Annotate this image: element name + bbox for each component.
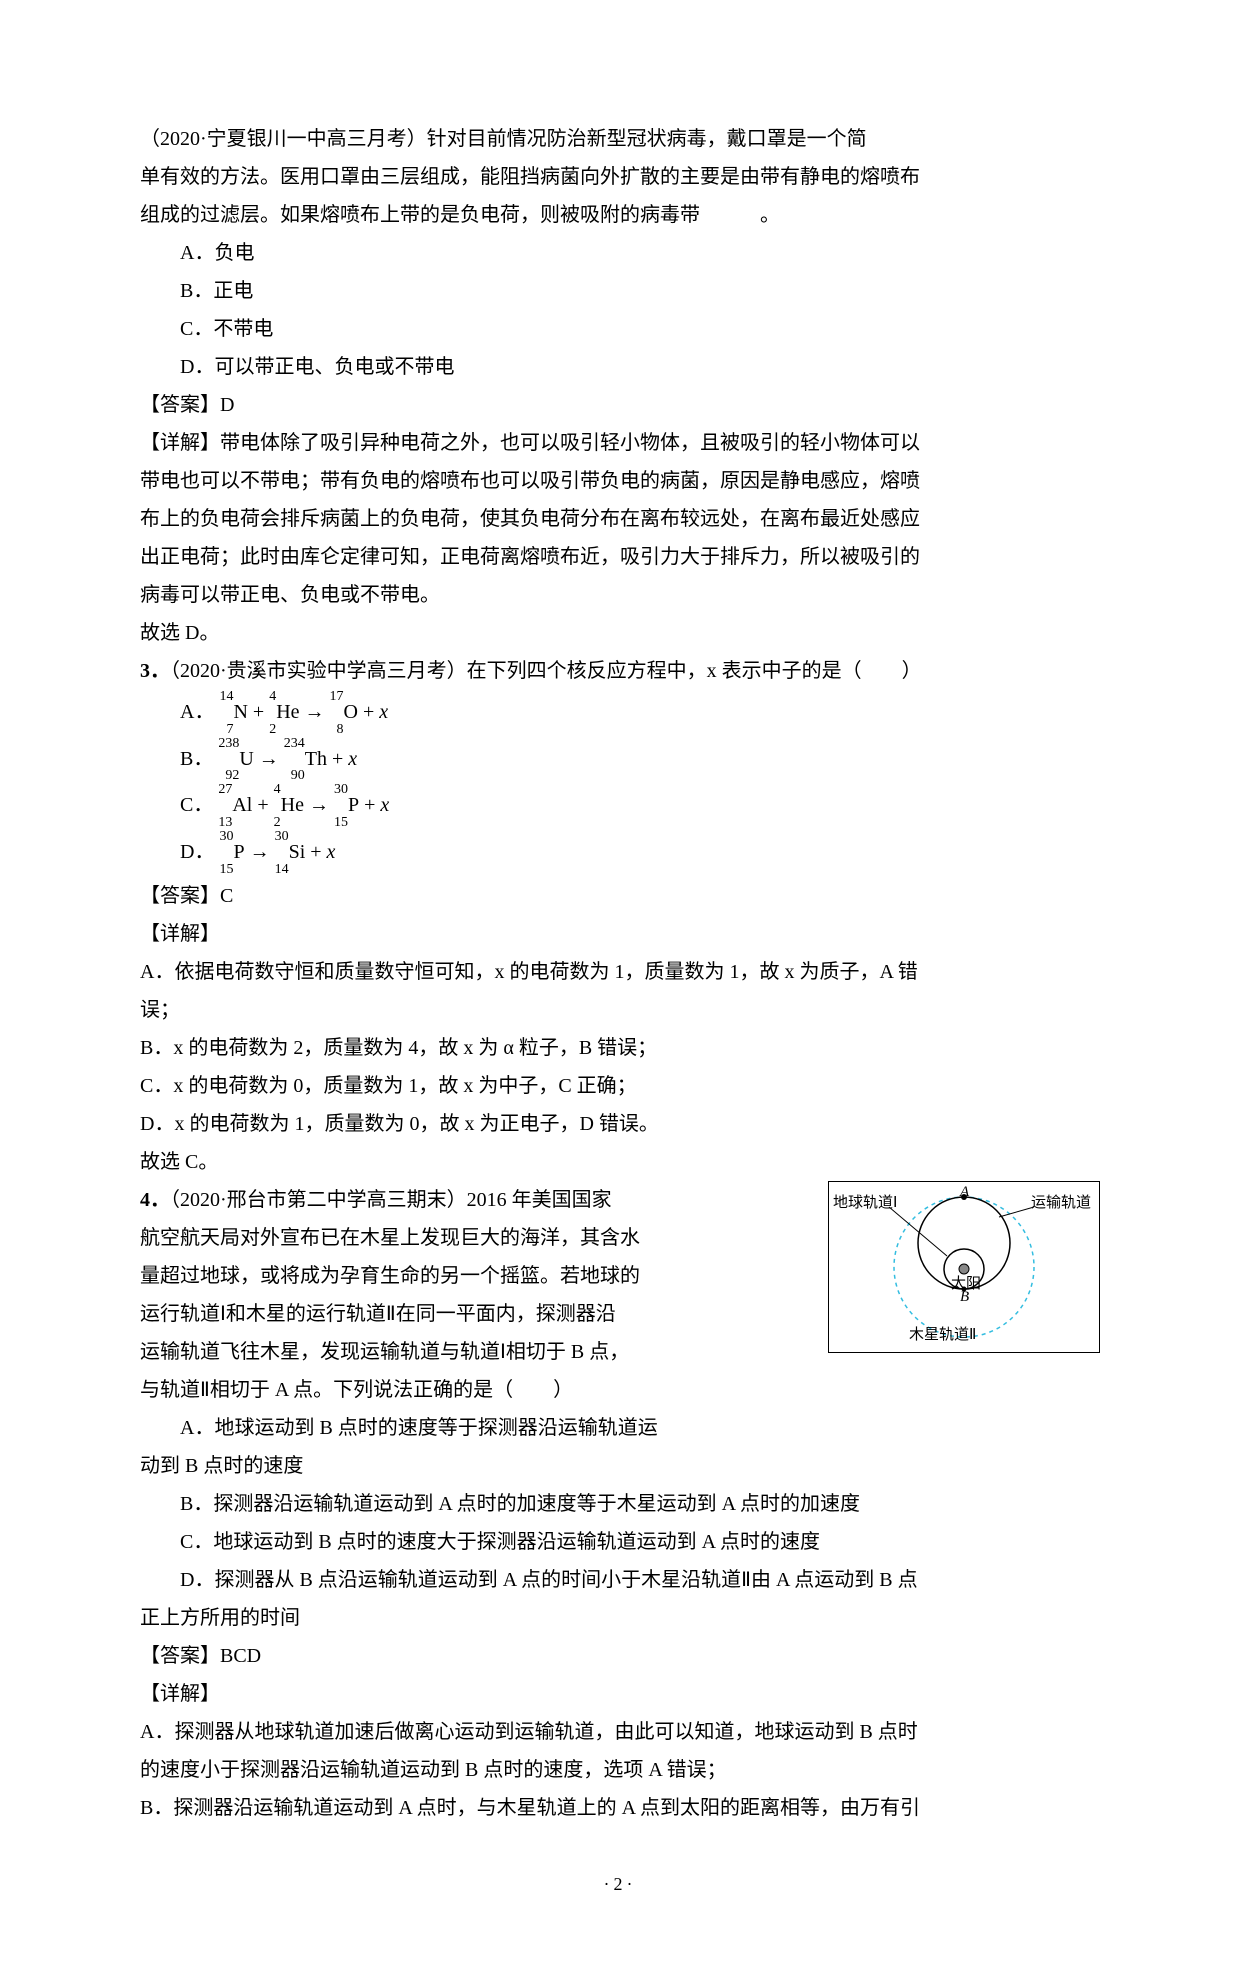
q3-optc-label: C．: [180, 794, 213, 816]
q2-explain-l2: 带电也可以不带电；带有负电的熔喷布也可以吸引带负电的病菌，原因是静电感应，熔喷: [140, 462, 1100, 500]
q4-number: 4．: [140, 1189, 170, 1211]
q4-stem-l6: 与轨道Ⅱ相切于 A 点。下列说法正确的是（ ）: [140, 1371, 1100, 1409]
q2-stem-line1: （2020·宁夏银川一中高三月考）针对目前情况防治新型冠状病毒，戴口罩是一个简: [140, 120, 1100, 158]
q3-option-c: C． 2713Al + 42He → 3015P + x: [140, 783, 1100, 830]
orbit-diagram: 地球轨道Ⅰ 运输轨道 太阳 木星轨道Ⅱ A B: [828, 1181, 1100, 1353]
q3-expC: C．x 的电荷数为 0，质量数为 1，故 x 为中子，C 正确；: [140, 1067, 1100, 1105]
q2-explain-l1: 【详解】带电体除了吸引异种电荷之外，也可以吸引轻小物体，且被吸引的轻小物体可以: [140, 424, 1100, 462]
q3-optb-label: B．: [180, 748, 213, 770]
q3-stem: 3．（2020·贵溪市实验中学高三月考）在下列四个核反应方程中，x 表示中子的是…: [140, 652, 1100, 690]
q3-number: 3．: [140, 660, 170, 682]
q2-option-b: B．正电: [140, 272, 1100, 310]
jupiter-orbit-label: 木星轨道Ⅱ: [909, 1321, 976, 1350]
q2-stem-line2: 单有效的方法。医用口罩由三层组成，能阻挡病菌向外扩散的主要是由带有静电的熔喷布: [140, 158, 1100, 196]
q4-option-d-l1: D．探测器从 B 点沿运输轨道运动到 A 点的时间小于木星沿轨道Ⅱ由 A 点运动…: [140, 1561, 1100, 1599]
q3-optd-eq: 3015P → 3014Si + x: [219, 841, 335, 863]
q2-explain-l4: 出正电荷；此时由库仑定律可知，正电荷离熔喷布近，吸引力大于排斥力，所以被吸引的: [140, 538, 1100, 576]
transfer-orbit-label: 运输轨道: [1031, 1189, 1091, 1218]
q4-option-d-l2: 正上方所用的时间: [140, 1599, 1100, 1637]
q4-option-a-l2: 动到 B 点时的速度: [140, 1447, 1100, 1485]
q4-answer: 【答案】BCD: [140, 1637, 1100, 1675]
q3-expEnd: 故选 C。: [140, 1143, 1100, 1181]
q4-expB-l1: B．探测器沿运输轨道运动到 A 点时，与木星轨道上的 A 点到太阳的距离相等，由…: [140, 1789, 1100, 1827]
transfer-leader-line: [999, 1207, 1034, 1217]
q3-expB: B．x 的电荷数为 2，质量数为 4，故 x 为 α 粒子，B 错误；: [140, 1029, 1100, 1067]
q2-option-d: D．可以带正电、负电或不带电: [140, 348, 1100, 386]
q2-stem-line3: 组成的过滤层。如果熔喷布上带的是负电荷，则被吸附的病毒带 。: [140, 196, 1100, 234]
q3-option-b: B． 23892U → 23490Th + x: [140, 737, 1100, 784]
q4-option-c: C．地球运动到 B 点时的速度大于探测器沿运输轨道运动到 A 点时的速度: [140, 1523, 1100, 1561]
q3-detail-label: 【详解】: [140, 915, 1100, 953]
q3-answer: 【答案】C: [140, 877, 1100, 915]
point-b-label: B: [960, 1283, 969, 1312]
q4-option-b: B．探测器沿运输轨道运动到 A 点时的加速度等于木星运动到 A 点时的加速度: [140, 1485, 1100, 1523]
q4-stem-text-l1: （2020·邢台市第二中学高三期末）2016 年美国国家: [170, 1189, 612, 1211]
q3-stem-text: （2020·贵溪市实验中学高三月考）在下列四个核反应方程中，x 表示中子的是（ …: [170, 660, 922, 682]
page-number: ·2·: [140, 1867, 1100, 1901]
q2-answer: 【答案】D: [140, 386, 1100, 424]
q4-expA-l2: 的速度小于探测器沿运输轨道运动到 B 点时的速度，选项 A 错误；: [140, 1751, 1100, 1789]
q3-expD: D．x 的电荷数为 1，质量数为 0，故 x 为正电子，D 错误。: [140, 1105, 1100, 1143]
q2-explain-l3: 布上的负电荷会排斥病菌上的负电荷，使其负电荷分布在离布较远处，在离布最近处感应: [140, 500, 1100, 538]
q2-option-a: A．负电: [140, 234, 1100, 272]
q4-block: 地球轨道Ⅰ 运输轨道 太阳 木星轨道Ⅱ A B 4．（2020·邢台市第二中学高…: [140, 1181, 1100, 1637]
q4-expA-l1: A．探测器从地球轨道加速后做离心运动到运输轨道，由此可以知道，地球运动到 B 点…: [140, 1713, 1100, 1751]
q3-opta-eq: 147N + 42He → 178O + x: [219, 701, 388, 723]
q3-optc-eq: 2713Al + 42He → 3015P + x: [218, 794, 389, 816]
q3-optd-label: D．: [180, 841, 214, 863]
q3-option-a: A． 147N + 42He → 178O + x: [140, 690, 1100, 737]
q3-option-d: D． 3015P → 3014Si + x: [140, 830, 1100, 877]
q3-opta-label: A．: [180, 701, 214, 723]
q2-explain-l6: 故选 D。: [140, 614, 1100, 652]
q2-option-c: C．不带电: [140, 310, 1100, 348]
page-footer: ·2·: [140, 1867, 1100, 1897]
q3-optb-eq: 23892U → 23490Th + x: [218, 748, 357, 770]
q3-expA-l2: 误；: [140, 991, 1100, 1029]
q2-explain-l5: 病毒可以带正电、负电或不带电。: [140, 576, 1100, 614]
earth-orbit-label: 地球轨道Ⅰ: [833, 1189, 897, 1218]
q4-option-a-l1: A．地球运动到 B 点时的速度等于探测器沿运输轨道运: [140, 1409, 1100, 1447]
q3-expA-l1: A．依据电荷数守恒和质量数守恒可知，x 的电荷数为 1，质量数为 1，故 x 为…: [140, 953, 1100, 991]
point-a-label: A: [960, 1178, 969, 1207]
q4-detail-label: 【详解】: [140, 1675, 1100, 1713]
